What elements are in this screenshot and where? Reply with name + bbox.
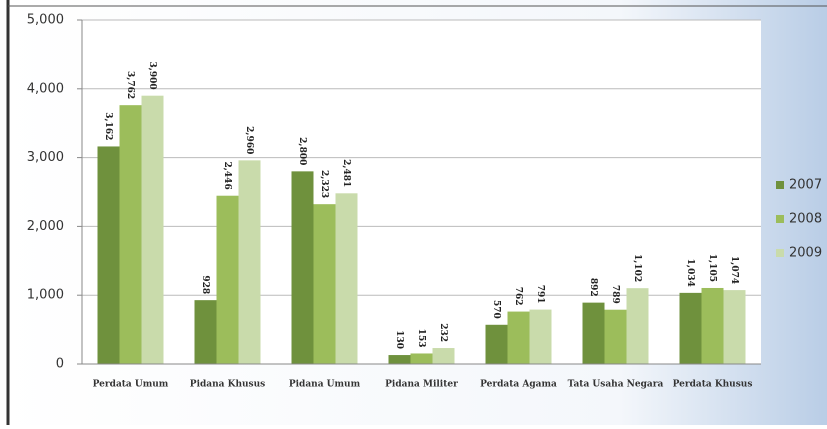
y-tick-label: 0 — [56, 357, 64, 372]
bar — [582, 302, 605, 364]
y-tick-label: 3,000 — [27, 150, 64, 165]
x-tick-label: Pidana Umum — [289, 380, 361, 390]
data-label: 570 — [491, 300, 501, 319]
data-label: 3,762 — [125, 71, 135, 99]
data-label: 1,105 — [707, 254, 717, 282]
bar — [723, 290, 746, 364]
x-tick-label: Perdata Umum — [93, 380, 169, 390]
bar — [238, 160, 261, 364]
data-label: 1,034 — [685, 259, 695, 287]
data-label: 1,074 — [729, 256, 739, 284]
bar — [216, 195, 239, 364]
data-label: 928 — [200, 275, 210, 294]
x-tick-label: Tata Usaha Negara — [568, 380, 664, 390]
plot-area — [82, 20, 761, 364]
legend-label: 2009 — [789, 246, 822, 261]
bar — [291, 171, 314, 364]
data-label: 1,102 — [632, 254, 642, 282]
bar — [313, 204, 336, 364]
bar — [410, 353, 433, 364]
bar — [507, 311, 530, 364]
bar — [679, 292, 702, 364]
bar — [388, 355, 411, 364]
bar — [432, 348, 455, 364]
bar — [119, 105, 142, 364]
x-tick-label: Pidana Militer — [385, 380, 458, 390]
bar — [626, 288, 649, 364]
legend-label: 2008 — [789, 212, 822, 227]
data-label: 153 — [416, 329, 426, 348]
x-tick-label: Perdata Khusus — [673, 380, 753, 390]
y-tick-label: 1,000 — [27, 288, 64, 303]
data-label: 2,481 — [341, 159, 351, 187]
data-label: 2,800 — [297, 137, 307, 165]
bar — [335, 193, 358, 364]
bar — [485, 324, 508, 364]
data-label: 789 — [610, 285, 620, 304]
bar — [604, 309, 627, 364]
bar — [529, 309, 552, 364]
y-tick-label: 5,000 — [27, 13, 64, 28]
y-tick-label: 4,000 — [27, 81, 64, 96]
data-label: 2,323 — [319, 170, 329, 198]
data-label: 3,900 — [147, 61, 157, 89]
legend-label: 2007 — [789, 178, 822, 193]
data-label: 3,162 — [103, 112, 113, 140]
y-tick-label: 2,000 — [27, 219, 64, 234]
data-label: 232 — [438, 323, 448, 342]
data-label: 892 — [588, 278, 598, 297]
x-tick-label: Perdata Agama — [480, 380, 557, 390]
x-tick-label: Pidana Khusus — [190, 380, 265, 390]
data-label: 791 — [535, 285, 545, 304]
bar — [701, 287, 724, 364]
legend-swatch — [776, 249, 784, 257]
data-label: 130 — [394, 330, 404, 349]
legend-swatch — [776, 181, 784, 189]
bar — [194, 300, 217, 364]
data-label: 762 — [513, 287, 523, 306]
data-label: 2,446 — [222, 162, 232, 190]
data-label: 2,960 — [244, 126, 254, 154]
legend-swatch — [776, 215, 784, 223]
bar — [97, 146, 120, 364]
bar — [141, 95, 164, 365]
